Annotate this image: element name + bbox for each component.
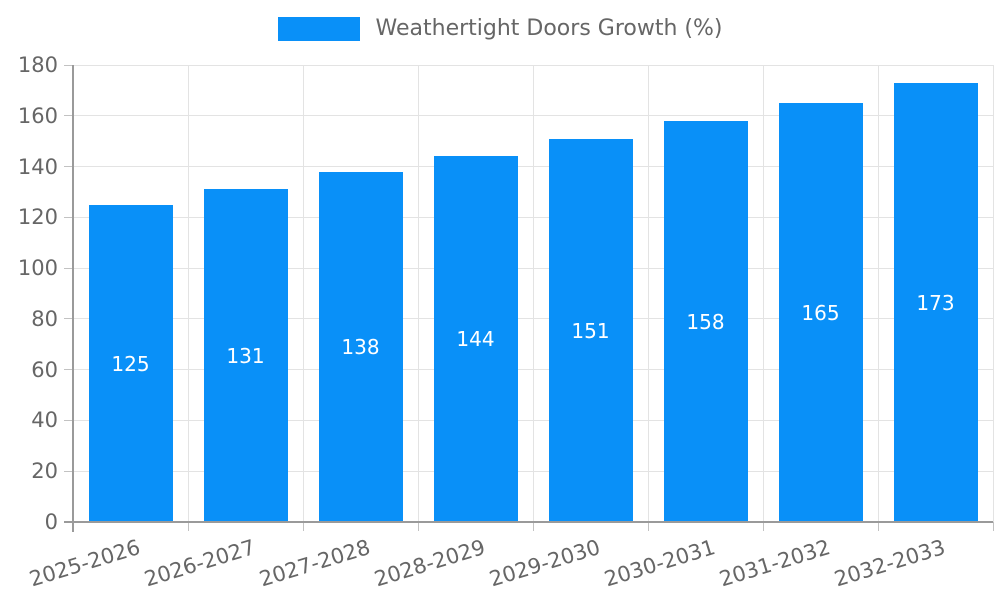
y-tick-label: 20 <box>31 459 58 484</box>
bar-value-label: 165 <box>801 300 840 325</box>
x-tick-mark <box>417 522 419 531</box>
y-tick-mark <box>64 267 73 269</box>
bar[interactable]: 151 <box>548 139 633 522</box>
legend: Weathertight Doors Growth (%) <box>0 16 1000 42</box>
x-tick-mark <box>992 522 994 531</box>
x-tick-mark <box>532 522 534 531</box>
bar-value-label: 138 <box>341 335 380 359</box>
bar-value-label: 144 <box>456 327 495 351</box>
x-tick-mark <box>877 522 879 531</box>
x-tick-mark <box>302 522 304 531</box>
bar-value-label: 131 <box>226 343 265 368</box>
y-tick-mark <box>64 318 73 320</box>
bar-value-label: 125 <box>111 351 150 376</box>
x-grid-line <box>877 65 879 522</box>
bar[interactable]: 173 <box>893 83 978 522</box>
y-tick-label: 0 <box>44 510 58 534</box>
legend-swatch-icon <box>277 17 360 42</box>
y-tick-label: 120 <box>17 205 58 230</box>
bar[interactable]: 144 <box>433 156 518 522</box>
bar[interactable]: 138 <box>318 172 403 522</box>
bar[interactable]: 125 <box>88 205 173 522</box>
plot-area: 125 131 138 144 151 158 165 173 <box>64 64 994 532</box>
x-grid-line <box>187 65 189 522</box>
y-tick-mark <box>64 115 73 117</box>
y-tick-mark <box>64 216 73 218</box>
y-tick-mark <box>64 419 73 421</box>
y-tick-mark <box>64 369 73 371</box>
x-grid-line <box>762 65 764 522</box>
y-tick-label: 140 <box>17 154 58 179</box>
y-tick-label: 60 <box>31 357 58 382</box>
x-grid-line <box>417 65 419 522</box>
bar-value-label: 158 <box>686 309 725 334</box>
y-tick-label: 100 <box>17 256 58 281</box>
x-axis-line <box>64 521 993 523</box>
legend-label: Weathertight Doors Growth (%) <box>375 16 723 41</box>
x-grid-line <box>532 65 534 522</box>
y-axis-line <box>72 65 74 532</box>
y-tick-label: 160 <box>17 103 58 128</box>
x-tick-mark <box>647 522 649 531</box>
x-grid-line <box>647 65 649 522</box>
bar-value-label: 151 <box>571 318 610 343</box>
bar-value-label: 173 <box>916 290 955 315</box>
bar[interactable]: 131 <box>203 189 288 522</box>
y-tick-mark <box>64 470 73 472</box>
bar[interactable]: 165 <box>778 103 863 522</box>
y-tick-label: 80 <box>31 306 58 331</box>
y-tick-mark <box>64 64 73 66</box>
x-tick-mark <box>762 522 764 531</box>
bar[interactable]: 158 <box>663 121 748 522</box>
y-tick-mark <box>64 166 73 168</box>
y-tick-label: 40 <box>31 408 58 433</box>
x-tick-mark <box>187 522 189 531</box>
x-grid-line <box>992 65 994 522</box>
y-tick-label: 180 <box>17 53 58 77</box>
x-grid-line <box>302 65 304 522</box>
